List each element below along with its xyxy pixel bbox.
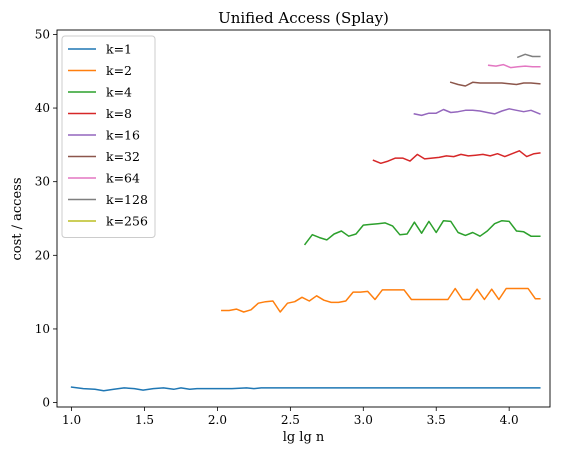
legend-box	[61, 35, 156, 238]
y-tick-label: 10	[35, 322, 50, 336]
series-line-k-16	[413, 108, 541, 117]
legend-label: k=256	[106, 214, 148, 229]
x-tick-label: 1.5	[135, 413, 154, 427]
x-tick-label: 3.5	[427, 413, 446, 427]
chart-title: Unified Access (Splay)	[218, 9, 389, 27]
plot-frame	[56, 29, 551, 408]
legend-label: k=32	[106, 149, 140, 164]
x-tick-label: 4.0	[500, 413, 519, 427]
x-tick-label: 3.0	[354, 413, 373, 427]
series-line-k-1	[70, 386, 541, 392]
y-tick-label: 0	[42, 396, 50, 410]
y-axis: 0 10 20 30 40 50	[35, 27, 57, 410]
legend-label: k=8	[106, 106, 132, 121]
y-tick-label: 30	[35, 175, 50, 189]
x-tick-label: 2.5	[281, 413, 300, 427]
series-line-k-64	[487, 63, 541, 69]
x-axis-label: lg lg n	[283, 430, 325, 445]
x-tick-label: 1.0	[62, 413, 81, 427]
series-line-k-4	[303, 219, 541, 246]
legend-label: k=2	[106, 63, 132, 78]
x-axis: 1.0 1.5 2.0 2.5 3.0 3.5 4.0	[62, 407, 519, 427]
x-tick-label: 2.0	[208, 413, 227, 427]
series-line-k-32	[449, 81, 541, 87]
legend-label: k=4	[106, 85, 132, 100]
y-axis-label: cost / access	[10, 178, 25, 261]
legend-label: k=128	[106, 192, 148, 207]
y-tick-label: 20	[35, 248, 50, 262]
legend-label: k=16	[106, 128, 140, 143]
series-line-k-128	[516, 53, 541, 59]
y-tick-label: 40	[35, 101, 50, 115]
y-tick-label: 50	[35, 27, 50, 41]
legend-label: k=1	[106, 42, 132, 57]
plot-area	[70, 53, 541, 392]
series-line-k-2	[221, 287, 541, 313]
series-line-k-8	[372, 150, 541, 165]
legend-label: k=64	[106, 171, 140, 186]
legend: k=1 k=2 k=4 k=8 k=16 k=32 k=64 k=128 k=256	[61, 35, 156, 238]
